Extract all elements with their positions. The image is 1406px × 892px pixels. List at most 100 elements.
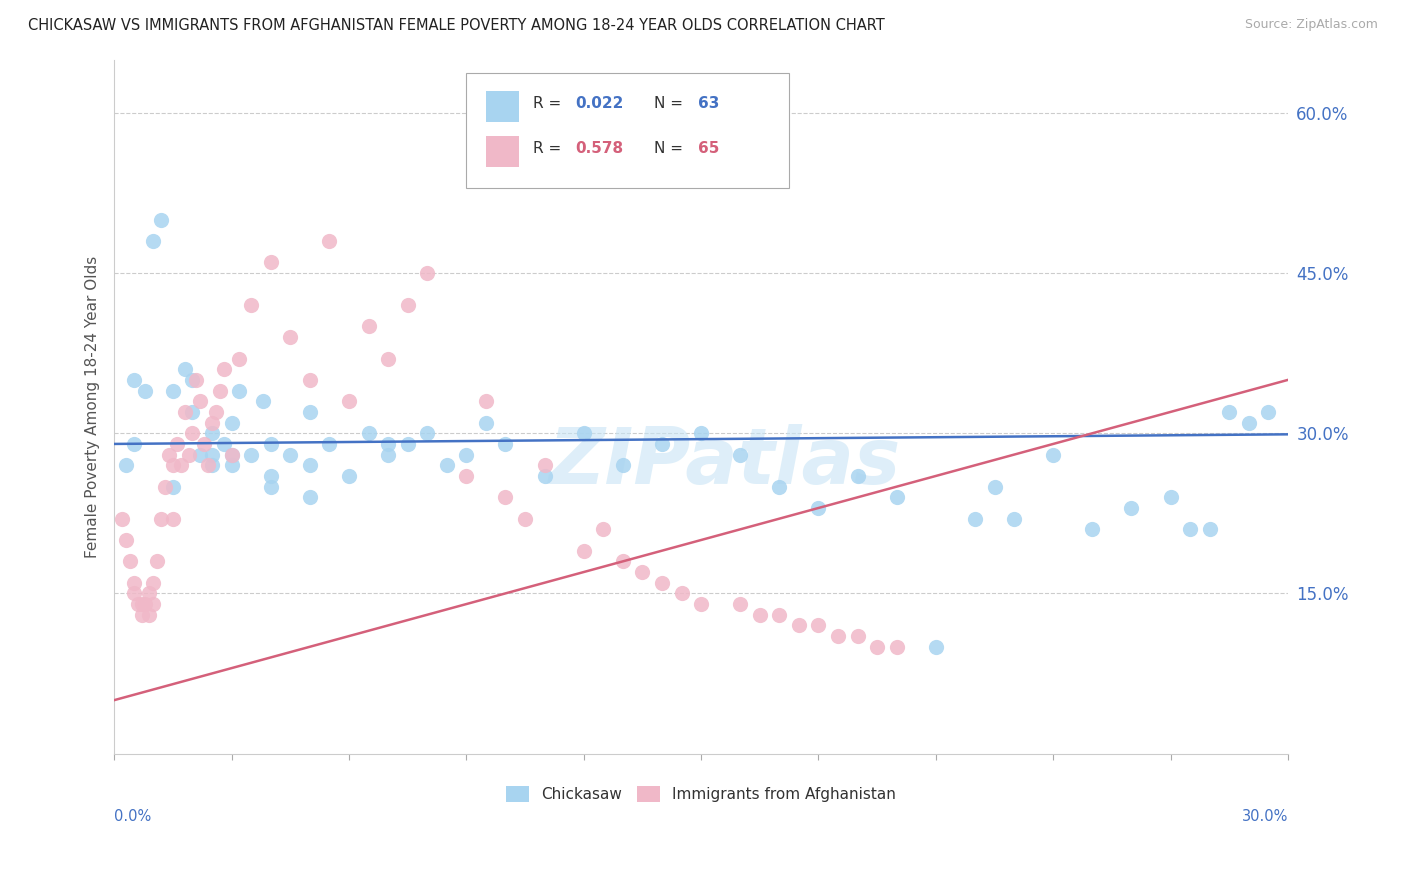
Point <box>111 511 134 525</box>
Point <box>173 362 195 376</box>
Point <box>208 384 231 398</box>
Point <box>690 597 713 611</box>
Point <box>748 607 770 622</box>
Point <box>807 500 830 515</box>
Text: N =: N = <box>654 141 688 156</box>
Point <box>318 437 340 451</box>
Point <box>134 597 156 611</box>
Point <box>260 480 283 494</box>
Point <box>188 394 211 409</box>
Point <box>456 469 478 483</box>
Point <box>162 511 184 525</box>
Point <box>807 618 830 632</box>
Point <box>146 554 169 568</box>
Point <box>886 491 908 505</box>
Point <box>1002 511 1025 525</box>
Point <box>240 448 263 462</box>
Point <box>115 533 138 547</box>
Point <box>260 255 283 269</box>
Point <box>1081 522 1104 536</box>
Point <box>298 491 321 505</box>
Point <box>728 448 751 462</box>
Point <box>278 330 301 344</box>
Point <box>188 448 211 462</box>
Point <box>131 597 153 611</box>
Point <box>768 607 790 622</box>
Text: R =: R = <box>533 141 567 156</box>
Point <box>318 234 340 248</box>
Point <box>197 458 219 473</box>
Point <box>377 437 399 451</box>
Point <box>181 405 204 419</box>
Point <box>162 384 184 398</box>
Point <box>186 373 208 387</box>
Text: 0.578: 0.578 <box>575 141 624 156</box>
Bar <box>486 136 519 167</box>
Text: 63: 63 <box>697 95 718 111</box>
Point <box>278 448 301 462</box>
Point <box>612 554 634 568</box>
Text: 65: 65 <box>697 141 718 156</box>
Point <box>846 469 869 483</box>
Point <box>728 597 751 611</box>
Point <box>768 480 790 494</box>
Point <box>886 640 908 654</box>
Point <box>138 586 160 600</box>
Point <box>157 448 180 462</box>
Text: Source: ZipAtlas.com: Source: ZipAtlas.com <box>1244 18 1378 31</box>
Point <box>925 640 948 654</box>
Point <box>396 298 419 312</box>
Point <box>201 458 224 473</box>
Point <box>337 394 360 409</box>
Text: 0.022: 0.022 <box>575 95 624 111</box>
Point <box>631 565 654 579</box>
FancyBboxPatch shape <box>467 73 789 188</box>
Point <box>228 384 250 398</box>
Point <box>122 373 145 387</box>
Point <box>513 511 536 525</box>
Point <box>150 511 173 525</box>
Point <box>1121 500 1143 515</box>
Point <box>162 480 184 494</box>
Point <box>533 469 555 483</box>
Point <box>651 575 673 590</box>
Point <box>298 405 321 419</box>
Point <box>221 448 243 462</box>
Point <box>131 607 153 622</box>
Point <box>572 426 595 441</box>
Point <box>221 458 243 473</box>
Point <box>416 266 439 280</box>
Point <box>475 416 498 430</box>
Point <box>377 448 399 462</box>
Point <box>298 458 321 473</box>
Point <box>1218 405 1240 419</box>
Point <box>173 405 195 419</box>
Point <box>612 458 634 473</box>
Point <box>357 426 380 441</box>
Point <box>153 480 176 494</box>
Point <box>1198 522 1220 536</box>
Point <box>142 597 165 611</box>
Point <box>416 426 439 441</box>
Text: ZIPatlas: ZIPatlas <box>548 424 901 500</box>
Point <box>177 448 200 462</box>
Point <box>240 298 263 312</box>
Point <box>475 394 498 409</box>
Point <box>162 458 184 473</box>
Point <box>150 212 173 227</box>
Point <box>1042 448 1064 462</box>
Point <box>572 543 595 558</box>
Point <box>122 586 145 600</box>
Point <box>436 458 458 473</box>
Text: N =: N = <box>654 95 688 111</box>
Point <box>690 426 713 441</box>
Point <box>193 437 215 451</box>
Point <box>212 437 235 451</box>
Point <box>127 597 149 611</box>
Point <box>181 373 204 387</box>
Point <box>337 469 360 483</box>
Point <box>181 426 204 441</box>
Point <box>115 458 138 473</box>
Point <box>138 607 160 622</box>
Text: CHICKASAW VS IMMIGRANTS FROM AFGHANISTAN FEMALE POVERTY AMONG 18-24 YEAR OLDS CO: CHICKASAW VS IMMIGRANTS FROM AFGHANISTAN… <box>28 18 884 33</box>
